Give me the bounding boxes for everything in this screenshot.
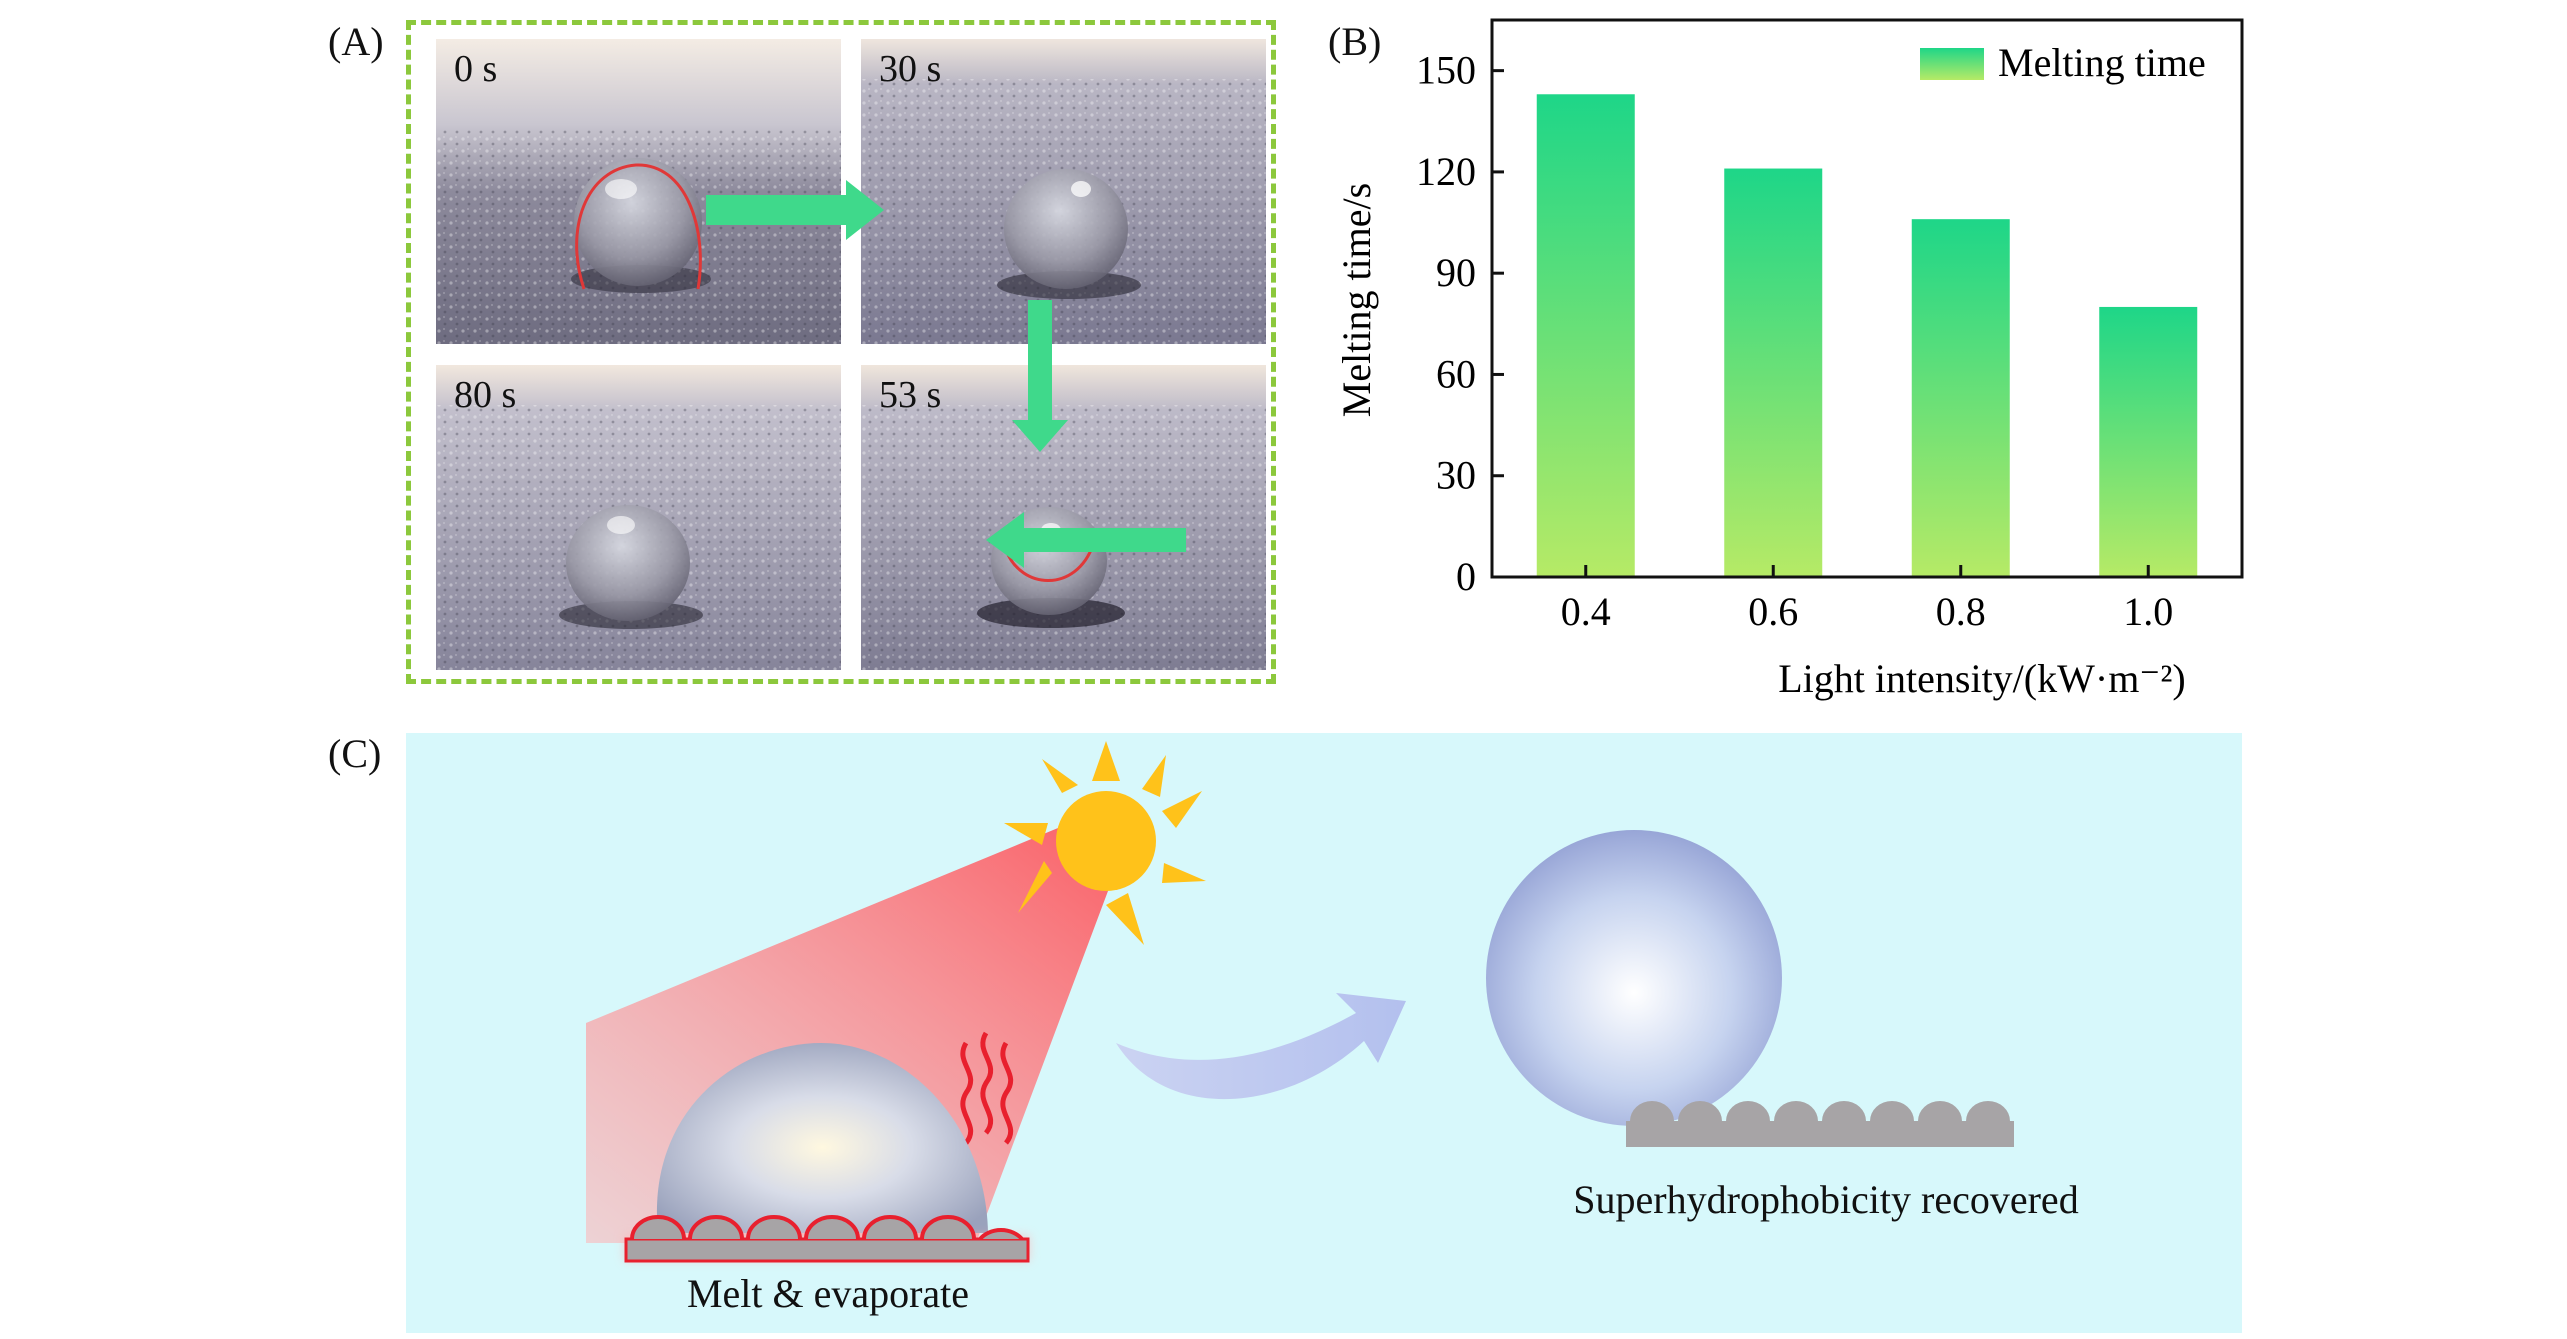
sequence-arrows	[706, 180, 1186, 568]
melt-caption: Melt & evaporate	[686, 1271, 970, 1316]
y-tick-label: 0	[1456, 554, 1476, 599]
melting-droplet	[656, 1043, 988, 1233]
droplet-time-sequence-frame: 0 s 30 s	[406, 20, 1276, 684]
recovery-schematic	[586, 741, 2014, 1263]
heat-waves-icon	[960, 1031, 1014, 1145]
arrow-down-icon	[1012, 300, 1068, 452]
heated-substrate	[624, 1215, 1030, 1263]
y-tick-label: 150	[1416, 48, 1476, 93]
photo-frame-0s: 0 s	[436, 39, 841, 344]
x-axis-ticks: 0.4 0.6 0.8 1.0	[1561, 565, 2173, 634]
y-tick-label: 120	[1416, 149, 1476, 194]
arrow-right-icon	[706, 180, 884, 240]
bar-1.0	[2099, 306, 2198, 577]
droplet-photo-0s	[436, 39, 841, 344]
panel-label-c: (C)	[328, 731, 382, 776]
frame-time-label: 0 s	[454, 48, 498, 90]
legend-swatch	[1920, 48, 1984, 80]
frame-time-label: 80 s	[454, 374, 517, 416]
x-tick-label: 0.6	[1748, 589, 1798, 634]
chart-bars	[1536, 94, 2198, 578]
droplet-photo-30s	[861, 39, 1266, 344]
x-tick-label: 1.0	[2123, 589, 2173, 634]
photo-frame-80s: 80 s	[436, 365, 841, 670]
chart-legend: Melting time	[1920, 40, 2206, 85]
x-axis-label: Light intensity/(kW·m⁻²)	[1778, 656, 2185, 701]
transition-arrow-icon	[1116, 993, 1406, 1100]
recovered-droplet	[1486, 830, 1782, 1126]
bar-0.6	[1724, 168, 1823, 578]
bar-0.8	[1911, 219, 2010, 578]
bar-0.4	[1536, 94, 1635, 578]
y-axis-label: Melting time/s	[1334, 183, 1379, 417]
x-tick-label: 0.4	[1561, 589, 1611, 634]
y-axis-ticks: 0 30 60 90 120 150	[1416, 48, 1504, 599]
schematic-panel: Melt & evaporate Superhydrophobicity rec…	[406, 733, 2242, 1333]
panel-label-a: (A)	[328, 19, 384, 64]
plot-frame	[1490, 18, 2244, 579]
legend-label: Melting time	[1998, 40, 2206, 85]
droplet-photo-80s	[436, 365, 841, 670]
y-tick-label: 90	[1436, 250, 1476, 295]
x-tick-label: 0.8	[1936, 589, 1986, 634]
frame-time-label: 53 s	[879, 374, 942, 416]
sun-icon	[1004, 741, 1206, 945]
panel-label-b: (B)	[1328, 19, 1382, 64]
recovered-substrate	[1626, 1101, 2014, 1147]
photo-frame-30s: 30 s	[861, 39, 1266, 344]
arrow-left-icon	[986, 512, 1186, 568]
y-tick-label: 30	[1436, 453, 1476, 498]
y-tick-label: 60	[1436, 351, 1476, 396]
recovered-caption: Superhydrophobicity recovered	[1573, 1177, 2079, 1222]
melting-time-chart: 0 30 60 90 120 150 0.4 0.6 0.8 1.0 Light intensi…	[1334, 18, 2244, 701]
frame-time-label: 30 s	[879, 48, 942, 90]
